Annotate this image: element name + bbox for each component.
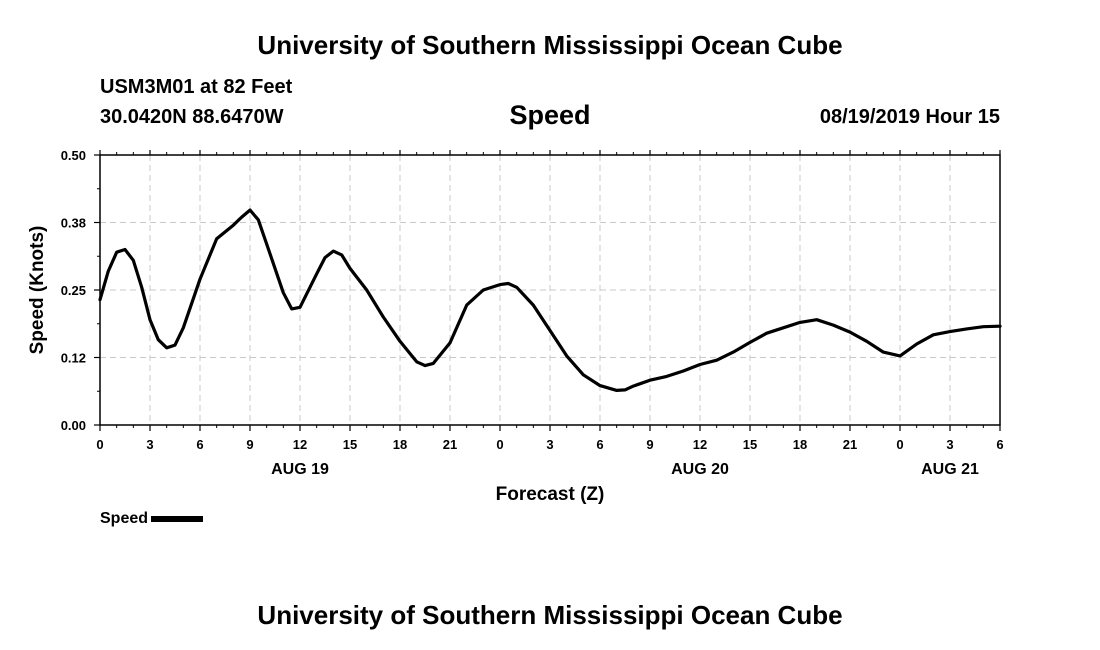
station-label: USM3M01 at 82 Feet xyxy=(100,76,293,98)
date-label: AUG 20 xyxy=(671,461,729,478)
x-tick-label: 21 xyxy=(443,437,457,452)
page-title: University of Southern Mississippi Ocean… xyxy=(257,30,843,60)
x-tick-labels: 0 3 6 9 12 15 18 21 0 3 6 9 12 15 18 21 0 3 6 xyxy=(96,437,1003,452)
x-tick-label: 0 xyxy=(96,437,103,452)
x-tick-label: 15 xyxy=(743,437,757,452)
y-tick-label: 0.00 xyxy=(61,418,86,433)
y-axis-label: Speed (Knots) xyxy=(27,226,48,355)
legend-swatch xyxy=(151,515,204,522)
x-tick-label: 3 xyxy=(946,437,953,452)
x-tick-label: 21 xyxy=(843,437,857,452)
x-tick-label: 18 xyxy=(393,437,407,452)
y-tick-label: 0.25 xyxy=(61,283,86,298)
x-tick-label: 6 xyxy=(996,437,1003,452)
x-tick-label: 0 xyxy=(496,437,503,452)
y-tick-label: 0.12 xyxy=(61,351,86,366)
x-tick-label: 12 xyxy=(693,437,707,452)
x-tick-label: 6 xyxy=(596,437,603,452)
x-tick-label: 3 xyxy=(146,437,153,452)
x-axis-label: Forecast (Z) xyxy=(496,484,605,505)
x-tick-label: 6 xyxy=(196,437,203,452)
legend-label: Speed xyxy=(100,510,149,527)
y-tick-labels: 0.00 0.12 0.25 0.38 0.50 xyxy=(61,148,86,433)
coordinates-label: 30.0420N 88.6470W xyxy=(100,106,284,128)
date-labels: AUG 19 AUG 20 AUG 21 xyxy=(271,461,979,478)
chart-title: Speed xyxy=(509,100,591,130)
y-tick-label: 0.50 xyxy=(61,148,86,163)
date-label: AUG 21 xyxy=(921,461,979,478)
y-tick-label: 0.38 xyxy=(61,216,86,231)
footer-title: University of Southern Mississippi Ocean… xyxy=(257,600,843,630)
grid-lines xyxy=(100,155,1000,425)
speed-series-line xyxy=(98,208,1002,392)
x-tick-label: 3 xyxy=(546,437,553,452)
x-tick-label: 18 xyxy=(793,437,807,452)
x-tick-label: 9 xyxy=(246,437,253,452)
x-tick-label: 9 xyxy=(646,437,653,452)
x-tick-label: 0 xyxy=(896,437,903,452)
timestamp-label: 08/19/2019 Hour 15 xyxy=(819,106,1000,128)
x-tick-label: 12 xyxy=(293,437,307,452)
axis-ticks xyxy=(94,150,1001,431)
legend: Speed xyxy=(100,510,204,528)
date-label: AUG 19 xyxy=(271,461,329,478)
x-tick-label: 15 xyxy=(343,437,357,452)
